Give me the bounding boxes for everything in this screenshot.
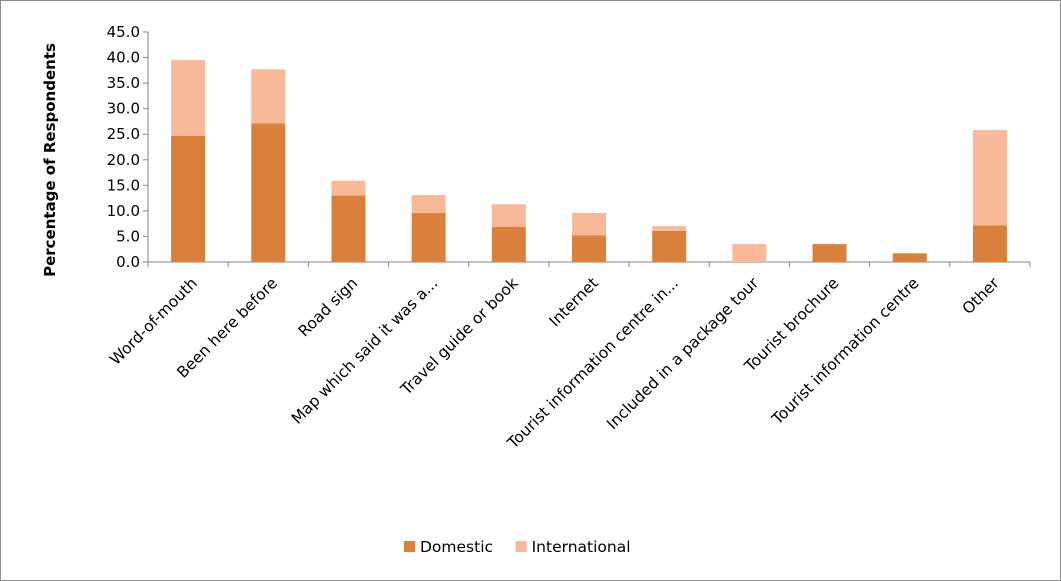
- y-tick-label: 0.0: [116, 253, 140, 271]
- category-label: Internet: [546, 274, 602, 330]
- bar-domestic: [812, 244, 847, 262]
- category-label: Road sign: [295, 274, 361, 340]
- legend-label-domestic: Domestic: [420, 538, 493, 556]
- bar-international: [972, 130, 1007, 226]
- y-tick-label: 15.0: [107, 176, 140, 194]
- legend-label-international: International: [532, 538, 631, 556]
- y-tick-label: 10.0: [107, 202, 140, 220]
- category-label: Included in a package tour: [603, 274, 762, 433]
- plot-area: 0.05.010.015.020.025.030.035.040.045.0Wo…: [106, 23, 1031, 453]
- bar-domestic: [331, 195, 366, 262]
- y-tick-label: 25.0: [107, 125, 140, 143]
- bar-domestic: [892, 253, 927, 262]
- bar-domestic: [251, 123, 286, 262]
- category-label: Tourist information centre in...: [503, 274, 682, 453]
- bar-international: [732, 244, 767, 262]
- category-label: Tourist information centre: [768, 274, 923, 429]
- y-tick-label: 35.0: [107, 74, 140, 92]
- bar-domestic: [972, 225, 1007, 262]
- bar-domestic: [652, 230, 687, 262]
- bar-international: [491, 204, 526, 227]
- legend: Domestic International: [404, 538, 631, 556]
- y-tick-label: 30.0: [107, 100, 140, 118]
- bar-international: [251, 69, 286, 124]
- legend-swatch-domestic: [404, 541, 415, 552]
- category-label: Map which said it was a...: [288, 274, 442, 428]
- y-tick-label: 45.0: [107, 23, 140, 41]
- bar-international: [572, 212, 606, 236]
- bar-international: [171, 60, 206, 136]
- bar-domestic: [491, 226, 526, 262]
- y-tick-label: 20.0: [107, 151, 140, 169]
- category-label: Other: [959, 274, 1003, 318]
- bar-domestic: [411, 212, 446, 262]
- y-tick-label: 40.0: [107, 49, 140, 67]
- legend-swatch-international: [515, 541, 527, 552]
- y-axis-title: Percentage of Respondents: [41, 43, 59, 277]
- bar-international: [411, 195, 446, 213]
- bar-international: [331, 180, 366, 196]
- bar-domestic: [171, 135, 206, 262]
- bar-international: [652, 226, 687, 231]
- y-tick-label: 5.0: [116, 227, 140, 245]
- bar-domestic: [572, 235, 606, 262]
